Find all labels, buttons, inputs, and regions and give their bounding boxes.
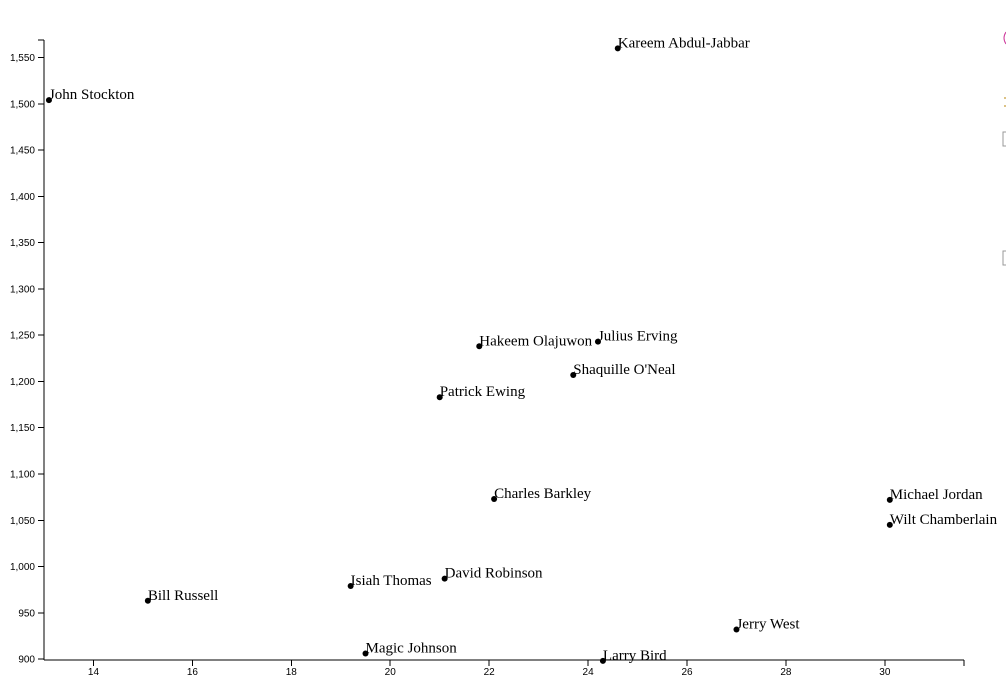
- y-tick-label: 1,250: [10, 331, 35, 342]
- clipped-legend-glyph-3: [1002, 131, 1006, 147]
- y-tick-label: 900: [18, 655, 35, 666]
- y-tick-label: 1,550: [10, 53, 35, 64]
- x-tick-label: 18: [286, 667, 298, 678]
- y-tick-label: 1,350: [10, 238, 35, 249]
- x-tick-label: 30: [879, 667, 891, 678]
- x-tick-label: 16: [187, 667, 199, 678]
- point-marker: [570, 371, 577, 378]
- point-label: Kareem Abdul-Jabbar: [618, 35, 750, 51]
- point-label: Wilt Chamberlain: [890, 512, 998, 528]
- point-marker: [733, 626, 740, 633]
- y-tick-label: 1,100: [10, 470, 35, 481]
- point-marker: [362, 650, 369, 657]
- point-label: Jerry West: [736, 616, 800, 632]
- point-label: Julius Erving: [598, 329, 678, 345]
- data-point[interactable]: David Robinson: [441, 566, 543, 582]
- data-points: Kareem Abdul-Jabbar John Stockton Hakeem O…: [45, 35, 998, 664]
- data-point[interactable]: Larry Bird: [599, 648, 667, 664]
- point-label: Hakeem Olajuwon: [479, 333, 592, 349]
- point-label: Magic Johnson: [366, 641, 458, 657]
- point-marker: [594, 338, 601, 345]
- x-tick-label: 22: [484, 667, 496, 678]
- point-marker: [144, 597, 151, 604]
- point-label: Bill Russell: [148, 588, 218, 604]
- data-point[interactable]: Charles Barkley: [491, 486, 592, 502]
- x-tick-label: 20: [385, 667, 397, 678]
- x-tick-label: 24: [583, 667, 595, 678]
- y-tick-label: 1,300: [10, 284, 35, 295]
- point-marker: [476, 343, 483, 350]
- clipped-legend-glyph-1: [1003, 31, 1006, 45]
- data-point[interactable]: Bill Russell: [144, 588, 218, 604]
- point-marker: [491, 495, 498, 502]
- point-marker: [441, 575, 448, 582]
- point-marker: [347, 582, 354, 589]
- y-tick-label: 1,400: [10, 192, 35, 203]
- data-point[interactable]: Wilt Chamberlain: [886, 512, 998, 528]
- y-tick-label: 1,500: [10, 99, 35, 110]
- data-point[interactable]: Magic Johnson: [362, 641, 458, 657]
- y-tick-label: 1,050: [10, 516, 35, 527]
- y-tick-label: 950: [18, 608, 35, 619]
- point-marker: [45, 97, 52, 104]
- x-tick-label: 26: [681, 667, 693, 678]
- point-label: Larry Bird: [603, 648, 667, 664]
- clipped-legend-glyph-4: [1002, 250, 1006, 266]
- data-point[interactable]: Kareem Abdul-Jabbar: [614, 35, 750, 52]
- y-tick-label: 1,200: [10, 377, 35, 388]
- y-tick-label: 1,450: [10, 146, 35, 157]
- point-marker: [886, 521, 893, 528]
- point-label: David Robinson: [445, 566, 543, 582]
- data-point[interactable]: Hakeem Olajuwon: [476, 333, 593, 350]
- point-marker: [599, 657, 606, 664]
- x-tick-label: 28: [780, 667, 792, 678]
- point-label: Charles Barkley: [494, 486, 592, 502]
- data-point[interactable]: Patrick Ewing: [436, 384, 526, 401]
- data-point[interactable]: Shaquille O'Neal: [570, 362, 676, 378]
- x-tick-label: 14: [88, 667, 100, 678]
- point-label: Isiah Thomas: [351, 573, 432, 589]
- data-point[interactable]: Isiah Thomas: [347, 573, 432, 589]
- point-label: Patrick Ewing: [440, 384, 526, 400]
- point-marker: [886, 496, 893, 503]
- data-point[interactable]: Michael Jordan: [886, 487, 983, 503]
- y-tick-label: 1,000: [10, 562, 35, 573]
- y-tick-label: 1,150: [10, 423, 35, 434]
- point-label: Michael Jordan: [890, 487, 983, 503]
- point-label: John Stockton: [49, 87, 135, 103]
- point-marker: [436, 394, 443, 401]
- data-point[interactable]: John Stockton: [45, 87, 135, 104]
- data-point[interactable]: Jerry West: [733, 616, 800, 633]
- point-label: Shaquille O'Neal: [573, 362, 675, 378]
- axes: 14 16 18 20 22 24 26 28 30 900 950 1,000 1,050 1,100 1…: [10, 39, 965, 678]
- data-point[interactable]: Julius Erving: [594, 329, 678, 345]
- point-marker: [614, 45, 621, 52]
